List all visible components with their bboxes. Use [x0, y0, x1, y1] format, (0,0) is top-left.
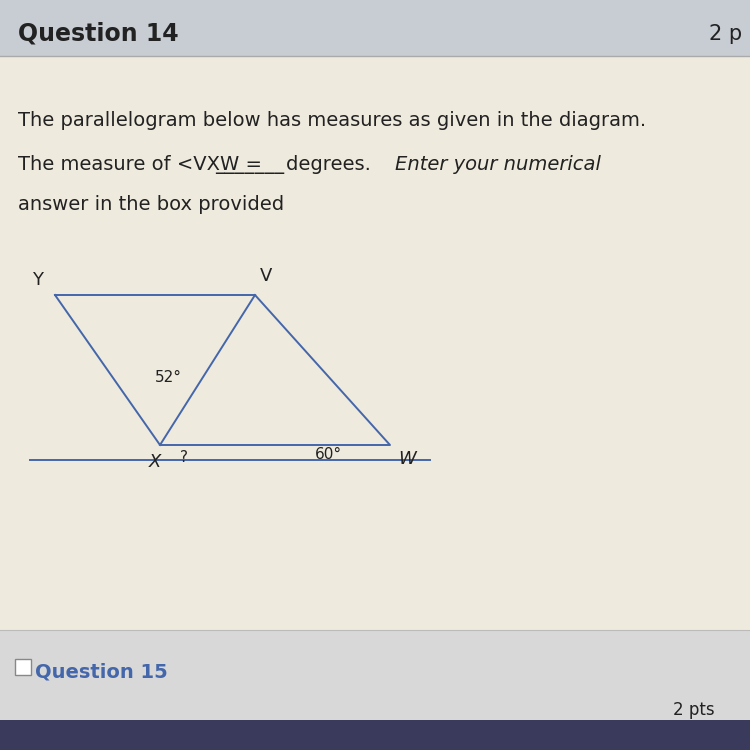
Text: degrees.: degrees.: [286, 155, 383, 175]
Text: Enter your numerical: Enter your numerical: [395, 155, 601, 175]
Text: answer in the box provided: answer in the box provided: [18, 196, 284, 214]
Text: 2 pts: 2 pts: [674, 701, 715, 719]
Text: 60°: 60°: [315, 447, 342, 462]
Bar: [0, 630, 750, 750]
Text: 2 p: 2 p: [709, 24, 742, 44]
Text: _______: _______: [215, 155, 284, 175]
Text: The measure of <VXW =: The measure of <VXW =: [18, 155, 268, 175]
Text: W: W: [398, 450, 416, 468]
Text: Y: Y: [32, 271, 43, 289]
Text: Question 14: Question 14: [18, 22, 178, 46]
Text: V: V: [260, 267, 272, 285]
Text: 52°: 52°: [155, 370, 182, 385]
Text: ?: ?: [180, 450, 188, 465]
Bar: [15, 659, 31, 675]
Text: X: X: [148, 453, 161, 471]
Text: The parallelogram below has measures as given in the diagram.: The parallelogram below has measures as …: [18, 110, 646, 130]
Text: Question 15: Question 15: [35, 662, 168, 682]
Bar: [0, 720, 750, 750]
Bar: [0, 0, 750, 56]
